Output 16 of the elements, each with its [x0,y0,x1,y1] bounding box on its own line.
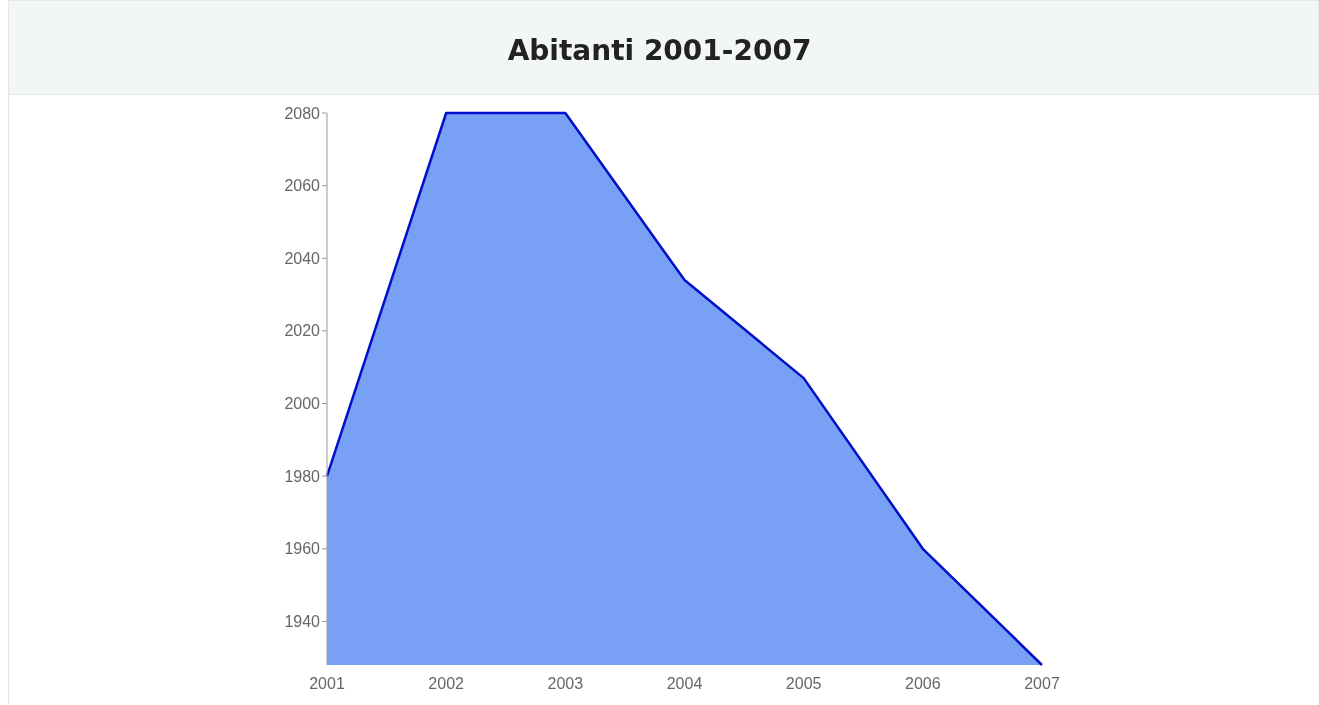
x-tick-label: 2001 [309,675,345,692]
y-tick-label: 2060 [284,177,321,195]
x-tick-label: 2002 [428,675,465,692]
y-tick-label: 1940 [284,613,321,631]
y-tick-label: 2020 [284,322,321,340]
x-tick-label: 2006 [905,675,941,692]
x-tick-label: 2003 [547,675,584,692]
y-tick-label: 1960 [284,540,321,558]
x-tick-label: 2005 [785,675,822,692]
y-tick-label: 2040 [284,249,321,267]
y-tick-label: 2080 [284,104,321,122]
x-tick-label: 2004 [666,675,703,692]
x-tick-label: 2007 [1024,675,1060,692]
chart-title: Abitanti 2001-2007 [507,34,812,67]
y-tick-label: 1980 [284,467,321,485]
y-tick-label: 2000 [284,395,321,413]
